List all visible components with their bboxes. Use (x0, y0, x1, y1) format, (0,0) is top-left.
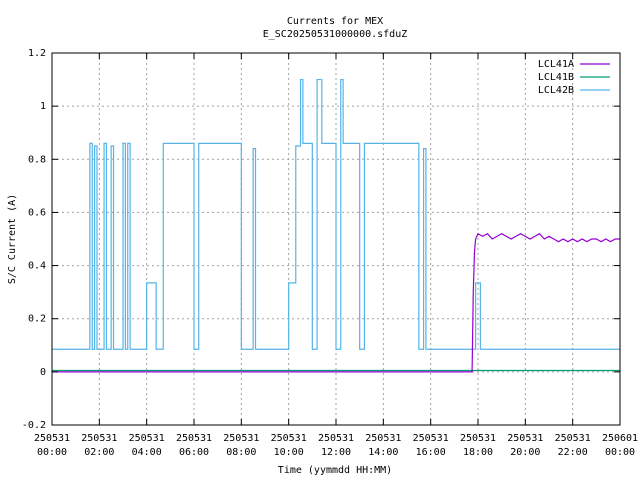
legend-label: LCL41A (538, 59, 574, 70)
x-tick-label-time: 22:00 (558, 447, 588, 458)
y-tick-label: 0.8 (28, 154, 46, 165)
tick-layer: 250531 00:00 250531 02:00 250531 04:00 250531 0… (22, 48, 638, 458)
x-tick-label-time: 00:00 (605, 447, 635, 458)
y-tick-label: 1.2 (28, 48, 46, 59)
x-tick-label-time: 20:00 (510, 447, 540, 458)
legend-label: LCL42B (538, 85, 574, 96)
data-layer (52, 78, 620, 373)
y-tick-label: 0.2 (28, 314, 46, 325)
x-tick-label-date: 250601 (602, 433, 638, 444)
x-tick-label-time: 00:00 (37, 447, 67, 458)
legend: LCL41A LCL41B LCL42B (538, 59, 610, 96)
y-tick-label: -0.2 (22, 420, 46, 431)
x-tick-label-time: 08:00 (226, 447, 256, 458)
x-tick-label-date: 250531 (365, 433, 401, 444)
x-tick-label-time: 02:00 (84, 447, 114, 458)
y-tick-label: 1 (40, 101, 46, 112)
chart-title: Currents for MEX (287, 16, 383, 27)
x-tick-label-date: 250531 (271, 433, 307, 444)
x-tick-label-time: 18:00 (463, 447, 493, 458)
series-line-lcl41a (52, 232, 620, 373)
x-tick-label-time: 06:00 (179, 447, 209, 458)
x-tick-label-date: 250531 (318, 433, 354, 444)
x-tick-label-date: 250531 (223, 433, 259, 444)
x-tick-label-time: 14:00 (368, 447, 398, 458)
series-line-lcl42b (52, 78, 620, 350)
x-tick-label-date: 250531 (81, 433, 117, 444)
y-axis-label: S/C Current (A) (7, 194, 18, 284)
x-tick-label-time: 10:00 (274, 447, 304, 458)
x-tick-label-date: 250531 (129, 433, 165, 444)
x-tick-label-date: 250531 (413, 433, 449, 444)
x-tick-label-date: 250531 (176, 433, 212, 444)
y-tick-label: 0.6 (28, 207, 46, 218)
x-axis-label: Time (yymmdd HH:MM) (278, 465, 392, 476)
chart-subtitle: E_SC20250531000000.sfduZ (263, 29, 408, 40)
y-tick-label: 0.4 (28, 261, 46, 272)
x-tick-label-date: 250531 (555, 433, 591, 444)
x-tick-label-date: 250531 (507, 433, 543, 444)
x-tick-label-time: 12:00 (321, 447, 351, 458)
x-tick-label-time: 04:00 (132, 447, 162, 458)
x-tick-label-time: 16:00 (416, 447, 446, 458)
x-tick-label-date: 250531 (460, 433, 496, 444)
legend-label: LCL41B (538, 72, 574, 83)
y-tick-label: 0 (40, 367, 46, 378)
x-tick-label-date: 250531 (34, 433, 70, 444)
